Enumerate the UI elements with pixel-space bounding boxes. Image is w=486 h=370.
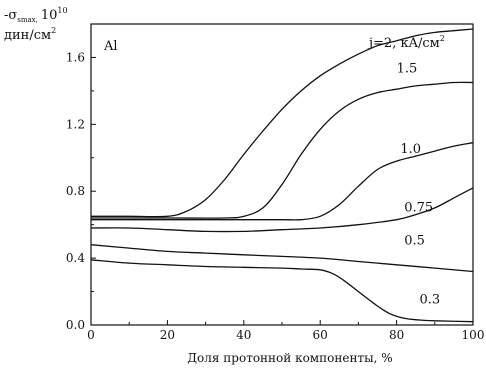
curve-label: 0.75 [404, 200, 433, 215]
y-axis-title-line1: -σsmax, 1010 [4, 6, 68, 24]
curve-1.0 [91, 142, 474, 221]
y-axis-title-line2: дин/см2 [4, 26, 56, 43]
y-tick-label: 0.8 [66, 184, 85, 198]
y-tick-label: 1.6 [66, 50, 85, 64]
y-axis-unit-exp: 2 [51, 26, 56, 35]
material-label: Al [103, 39, 118, 54]
x-tick-label: 40 [236, 328, 251, 342]
curve-0.75 [90, 187, 474, 233]
y-axis-unit: дин/см [4, 28, 51, 43]
curve-top [91, 28, 474, 218]
x-tick-label: 20 [160, 328, 175, 342]
curve-0.3 [90, 259, 474, 323]
curve-label: 0.3 [420, 292, 441, 307]
curve-label: 1.0 [400, 142, 421, 157]
axis-layer: 0 20 40 60 80 100 0.0 0.4 0.8 1.2 1.6 [66, 23, 485, 342]
y-tick-label: 1.2 [66, 117, 85, 131]
legend-title: j=2, кA/см2 [367, 34, 445, 51]
y-axis-symbol-sub: smax, [17, 16, 38, 24]
y-axis-scale: 10 [41, 8, 58, 23]
legend-title-text: j=2, кA/см [367, 36, 440, 51]
y-tick-label: 0.0 [66, 318, 85, 332]
curve-layer [90, 28, 474, 323]
y-axis-symbol: -σ [4, 8, 17, 23]
y-tick-label: 0.4 [66, 251, 85, 265]
curve-0.5 [90, 244, 474, 273]
label-layer: 1.5 1.0 0.75 0.5 0.3 [397, 61, 441, 307]
x-tick-label: 100 [462, 328, 485, 342]
x-tick-label: 60 [313, 328, 328, 342]
y-axis-scale-exp: 10 [57, 6, 67, 15]
curve-label: 1.5 [397, 61, 418, 76]
x-axis-title: Доля протонной компоненты, % [187, 351, 392, 365]
x-tick-label: 0 [87, 328, 95, 342]
curve-1.5 [91, 81, 474, 219]
x-tick-label: 80 [389, 328, 404, 342]
legend-title-exp: 2 [440, 34, 445, 43]
curve-label: 0.5 [404, 234, 425, 249]
